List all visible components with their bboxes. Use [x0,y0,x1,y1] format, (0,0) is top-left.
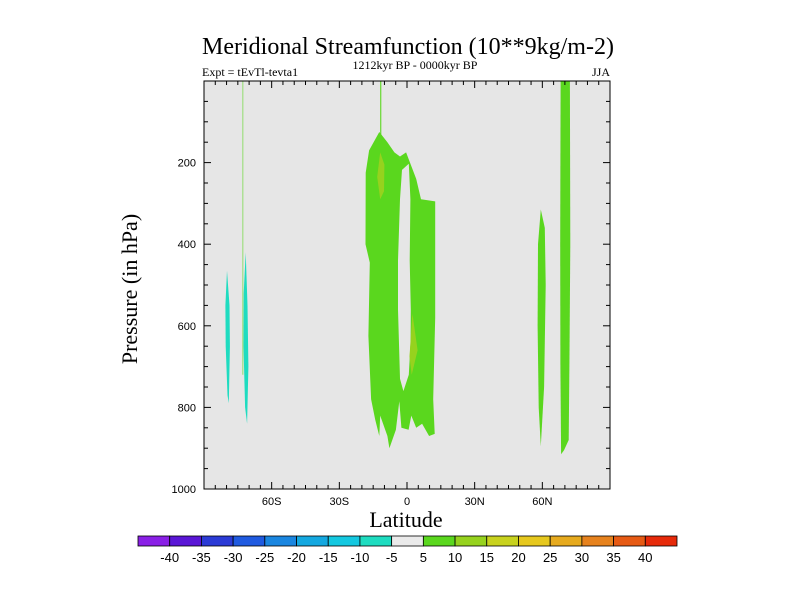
y-axis: 200 400 600 800 1000 [172,100,610,496]
period-label: 1212kyr BP - 0000kyr BP [353,58,478,72]
x-tick-label: 0 [404,496,410,508]
x-tick-label: 60S [262,496,282,508]
colorbar-swatch [232,535,266,547]
colorbar-swatch [201,535,234,547]
colorbar-label: 20 [511,550,525,565]
colorbar-label: 25 [543,550,557,565]
contour-region-pos-5-band-70N [560,81,571,455]
colorbar-swatch [359,535,393,547]
chart-title: Meridional Streamfunction (10**9kg/m-2) [202,34,614,60]
colorbar-swatch [454,535,488,547]
colorbar-swatch [327,535,361,547]
colorbar: -40 -35 -30 -25 -20 -15 -10 -5 5 10 15 20 25 30 35 40 [137,535,678,565]
y-tick-label: 400 [178,239,196,251]
y-tick-label: 600 [178,321,196,333]
contour-region-pos-5-tropical-cell [365,132,436,449]
contour-region-pos-5-thin-b [380,81,382,139]
colorbar-label: -20 [287,550,306,565]
colorbar-swatch [613,535,646,547]
colorbar-label: -25 [255,550,274,565]
contour-region-pos-10-inner-mid [409,313,418,375]
contour-region-pos-5-thin-a [242,81,244,375]
colorbar-swatch [549,535,583,547]
season-label: JJA [592,65,610,79]
contour-region-neg-5-band-b [243,252,249,424]
colorbar-swatch [422,535,456,547]
colorbar-label: 5 [420,550,427,565]
colorbar-label: 10 [448,550,462,565]
y-tick-label: 1000 [172,484,196,496]
experiment-label: Expt = tEvTl-tevta1 [202,65,298,79]
colorbar-label: 30 [575,550,589,565]
y-tick-label: 800 [178,402,196,414]
colorbar-label: 15 [480,550,494,565]
colorbar-label: 35 [606,550,620,565]
x-tick-label: 60N [532,496,552,508]
colorbar-label: -30 [224,550,243,565]
x-tick-label: 30N [465,496,485,508]
contour-region-neg-5-band-a [225,270,230,404]
contour-region-pos-10-inner-top [377,152,385,200]
colorbar-swatch [137,535,171,547]
colorbar-swatch [296,535,329,547]
colorbar-swatch [169,535,202,547]
contour-region-pos-5-band-60N [537,209,546,447]
y-axis-label: Pressure (in hPa) [117,214,142,364]
plot-area [203,80,611,490]
colorbar-swatch [581,535,614,547]
x-axis-label: Latitude [369,507,442,532]
x-axis: 60S 30S 0 30N 60N [214,81,600,508]
colorbar-label: -35 [192,550,211,565]
colorbar-label: -5 [386,550,398,565]
contour-fills [225,81,571,455]
colorbar-label: -10 [351,550,370,565]
x-tick-label: 30S [330,496,350,508]
y-tick-label: 200 [178,158,196,170]
colorbar-label: -15 [319,550,338,565]
colorbar-swatch [391,535,424,547]
colorbar-swatch [644,535,678,547]
colorbar-swatch [264,535,297,547]
colorbar-label: 40 [638,550,652,565]
colorbar-swatch [518,535,551,547]
colorbar-label: -40 [160,550,179,565]
colorbar-swatch [486,535,519,547]
